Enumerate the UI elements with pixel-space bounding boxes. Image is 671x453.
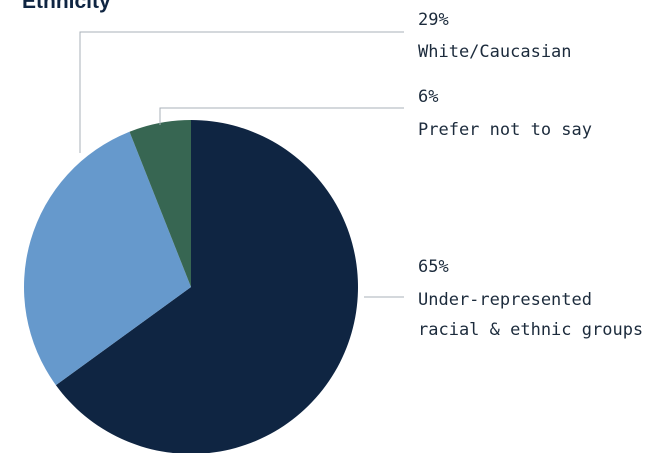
slice-name-label-white-caucasian: White/Caucasian bbox=[418, 42, 572, 62]
leader-lines bbox=[79, 31, 404, 298]
pie-slice-prefer-not-to-say bbox=[129, 120, 191, 287]
slice-value-label-white-caucasian: 29% bbox=[418, 10, 449, 30]
chart-title: Ethnicity bbox=[22, 0, 111, 13]
pie-slice-white-caucasian bbox=[23, 131, 191, 386]
slice-labels: 65% Under-represented racial & ethnic gr… bbox=[418, 10, 643, 340]
slice-name-label-under-represented-line1: Under-represented bbox=[418, 290, 592, 310]
slice-name-label-prefer-not-to-say: Prefer not to say bbox=[418, 120, 592, 140]
slice-value-label-under-represented: 65% bbox=[418, 257, 449, 277]
leader-line-white-caucasian bbox=[79, 31, 404, 153]
pie-slices bbox=[23, 120, 358, 453]
slice-value-label-prefer-not-to-say: 6% bbox=[418, 87, 438, 107]
slice-name-label-under-represented-line2: racial & ethnic groups bbox=[418, 320, 643, 340]
leader-line-prefer-not-to-say bbox=[159, 107, 404, 125]
pie-slice-under-represented bbox=[55, 120, 358, 453]
